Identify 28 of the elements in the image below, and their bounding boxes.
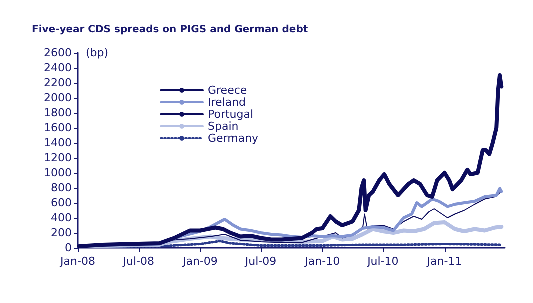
y-tick-label: 600 xyxy=(51,196,72,210)
y-tick-label: 400 xyxy=(51,212,72,224)
y-tick-label: 200 xyxy=(51,226,72,240)
y-tick-label: 2200 xyxy=(44,76,72,90)
x-tick-label: Jul-09 xyxy=(244,255,277,268)
y-tick-label: 1200 xyxy=(44,152,72,164)
legend-label: Portugal xyxy=(208,108,254,121)
y-tick-label: 2600 xyxy=(44,46,72,60)
x-tick-label: Jan-08 xyxy=(60,255,96,268)
x-tick-label: Jul-08 xyxy=(122,255,155,268)
y-tick-label: 1800 xyxy=(44,106,72,120)
legend-label: Ireland xyxy=(208,96,246,109)
y-tick-label: 0 xyxy=(65,242,72,254)
y-tick-label: 1400 xyxy=(44,136,72,150)
y-tick-label: 800 xyxy=(51,182,72,194)
y-axis-title: (bp) xyxy=(86,46,109,60)
y-tick-label: 1600 xyxy=(44,122,72,134)
x-tick-label: Jan-09 xyxy=(182,255,218,268)
legend-label: Greece xyxy=(208,84,248,97)
legend-label: Spain xyxy=(208,120,239,133)
chart-title: Five-year CDS spreads on PIGS and German debt xyxy=(32,24,308,36)
x-tick-label: Jan-10 xyxy=(304,255,340,268)
legend-label: Germany xyxy=(208,132,260,145)
y-tick-label: 2000 xyxy=(44,92,72,104)
y-tick-label: 1000 xyxy=(44,166,72,180)
x-tick-label: Jul-10 xyxy=(366,255,399,268)
x-tick-label: Jan-11 xyxy=(426,255,462,268)
y-tick-label: 2400 xyxy=(44,62,72,74)
